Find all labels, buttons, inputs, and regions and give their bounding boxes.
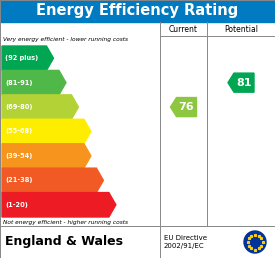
Text: Energy Efficiency Rating: Energy Efficiency Rating — [36, 4, 239, 19]
Text: (81-91): (81-91) — [5, 80, 32, 86]
Polygon shape — [2, 70, 66, 95]
Text: F: F — [104, 175, 112, 185]
Circle shape — [244, 231, 266, 253]
Text: (55-68): (55-68) — [5, 128, 32, 134]
Text: Very energy efficient - lower running costs: Very energy efficient - lower running co… — [3, 37, 128, 42]
Text: D: D — [92, 126, 101, 136]
Text: Not energy efficient - higher running costs: Not energy efficient - higher running co… — [3, 220, 128, 225]
Text: 81: 81 — [236, 78, 252, 88]
Polygon shape — [2, 168, 103, 192]
Text: England & Wales: England & Wales — [5, 236, 123, 248]
Text: C: C — [79, 102, 87, 112]
Polygon shape — [228, 73, 254, 92]
Text: G: G — [117, 200, 126, 210]
Text: Current: Current — [169, 25, 198, 34]
Polygon shape — [170, 98, 197, 117]
Text: 76: 76 — [179, 102, 194, 112]
Text: EU Directive
2002/91/EC: EU Directive 2002/91/EC — [164, 235, 207, 249]
Text: (1-20): (1-20) — [5, 202, 28, 208]
Text: (39-54): (39-54) — [5, 153, 32, 159]
Polygon shape — [2, 46, 53, 70]
Text: (92 plus): (92 plus) — [5, 55, 38, 61]
Bar — [0, 22, 275, 226]
Polygon shape — [2, 119, 91, 144]
Text: E: E — [92, 151, 100, 161]
Text: Potential: Potential — [224, 25, 258, 34]
Text: (69-80): (69-80) — [5, 104, 32, 110]
Polygon shape — [2, 95, 78, 119]
Bar — [0, 0, 275, 22]
Text: B: B — [67, 78, 75, 88]
Bar — [0, 226, 275, 258]
Text: (21-38): (21-38) — [5, 177, 32, 183]
Polygon shape — [2, 192, 116, 217]
Text: A: A — [54, 53, 63, 63]
Polygon shape — [2, 144, 91, 168]
